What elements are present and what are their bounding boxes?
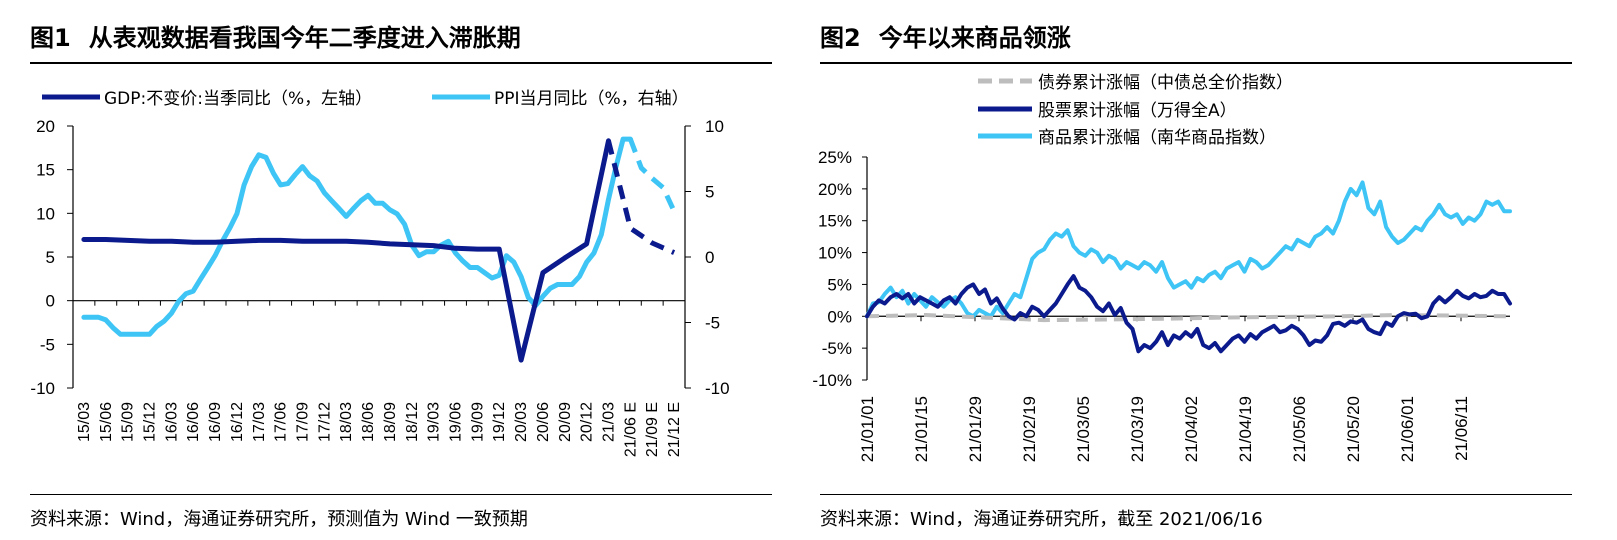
x-tick-label: 19/09	[469, 402, 486, 442]
figure-2-legend: 债券累计涨幅（中债总全价指数） 股票累计涨幅（万得全A） 商品累计涨幅（南华商品…	[978, 73, 1293, 148]
legend-label-bond: 债券累计涨幅（中债总全价指数）	[1038, 73, 1293, 93]
x-tick-label: 18/06	[360, 402, 377, 442]
x-tick-label: 21/01/29	[966, 396, 985, 462]
figure-1-title-text: 从表观数据看我国今年二季度进入滞胀期	[88, 24, 521, 52]
x-tick-label: 15/06	[98, 402, 115, 442]
x-tick-label: 19/06	[448, 402, 465, 442]
y-tick-label: 25%	[818, 148, 852, 167]
figure-1-title: 图1 从表观数据看我国今年二季度进入滞胀期	[30, 18, 521, 53]
x-tick-label: 21/02/19	[1020, 396, 1039, 462]
x-tick-label: 17/12	[316, 402, 333, 442]
x-tick-label: 17/06	[273, 402, 290, 442]
x-tick-label: 15/03	[76, 402, 93, 442]
x-tick-label: 17/03	[251, 402, 268, 442]
figure-1-legend: GDP:不变价:当季同比（%，左轴） PPI当月同比（%，右轴）	[42, 89, 689, 109]
y-tick-label: 15%	[818, 212, 852, 231]
right-tick-label: 0	[705, 248, 714, 267]
ppi-line	[81, 136, 633, 337]
x-tick-label: 15/09	[120, 402, 137, 442]
figure-1-source: 资料来源：Wind，海通证券研究所，预测值为 Wind 一致预期	[30, 509, 528, 530]
x-tick-label: 21/03	[601, 402, 618, 442]
left-tick-label: 0	[46, 292, 55, 311]
x-tick-label: 21/03/05	[1074, 396, 1093, 462]
left-tick-label: 20	[36, 117, 55, 136]
figure-1-top-rule	[30, 62, 772, 64]
x-tick-label: 20/06	[535, 402, 552, 442]
bond-line	[866, 313, 1511, 323]
right-tick-label: -10	[705, 379, 730, 398]
x-tick-label: 18/09	[382, 402, 399, 442]
x-tick-label: 21/03/19	[1128, 396, 1147, 462]
commodity-line	[865, 180, 1512, 319]
legend-label-gdp: GDP:不变价:当季同比（%，左轴）	[104, 89, 372, 109]
x-tick-label: 19/03	[426, 402, 443, 442]
left-tick-label: 10	[36, 204, 55, 223]
figure-2-panel: 图2 今年以来商品领涨 债券累计涨幅（中债总全价指数） 股票累计涨幅（万得全A） …	[812, 0, 1617, 540]
legend-label-ppi: PPI当月同比（%，右轴）	[494, 89, 689, 109]
x-tick-label: 16/09	[207, 402, 224, 442]
figure-2-number: 图2	[820, 24, 861, 52]
y-tick-label: -5%	[822, 339, 852, 358]
x-tick-label: 21/12 E	[666, 402, 683, 457]
x-tick-label: 21/05/20	[1344, 396, 1363, 462]
figure-1-chart: GDP:不变价:当季同比（%，左轴） PPI当月同比（%，右轴） -10 -5 0 5…	[30, 89, 730, 457]
x-tick-label: 18/03	[338, 402, 355, 442]
figure-1-bottom-rule	[30, 494, 772, 495]
y-tick-label: 5%	[827, 275, 852, 294]
x-tick-label: 21/04/19	[1236, 396, 1255, 462]
gdp-line	[81, 138, 611, 363]
y-tick-label: 0%	[827, 307, 852, 326]
x-tick-label: 21/06 E	[622, 402, 639, 457]
x-tick-label: 20/12	[579, 402, 596, 442]
x-tick-label: 16/12	[229, 402, 246, 442]
figure-2-title-text: 今年以来商品领涨	[878, 24, 1071, 52]
right-tick-label: -5	[705, 314, 720, 333]
x-tick-label: 21/05/06	[1290, 396, 1309, 462]
left-tick-label: -5	[40, 335, 55, 354]
ppi-forecast-line	[628, 138, 677, 213]
x-tick-label: 19/12	[491, 402, 508, 442]
figure-2-top-rule	[820, 62, 1572, 64]
figure-2-title: 图2 今年以来商品领涨	[820, 18, 1071, 53]
stock-line	[865, 274, 1512, 354]
figure-2-bottom-rule	[820, 494, 1572, 495]
x-tick-label: 15/12	[142, 402, 159, 442]
right-tick-label: 10	[705, 117, 724, 136]
right-tick-label: 5	[705, 183, 714, 202]
figure-2-source: 资料来源：Wind，海通证券研究所，截至 2021/06/16	[820, 509, 1263, 530]
y-tick-label: 20%	[818, 180, 852, 199]
y-tick-label: -10%	[812, 371, 852, 390]
legend-label-commodity: 商品累计涨幅（南华商品指数）	[1038, 128, 1276, 148]
y-tick-label: 10%	[818, 244, 852, 263]
x-tick-label: 21/06/01	[1398, 396, 1417, 462]
gdp-forecast-line	[606, 140, 676, 255]
x-tick-label: 21/01/01	[858, 396, 877, 462]
x-tick-label: 20/03	[513, 402, 530, 442]
left-tick-label: -10	[30, 379, 55, 398]
x-tick-label: 17/09	[295, 402, 312, 442]
x-tick-label: 16/03	[163, 402, 180, 442]
figure-2-chart: 债券累计涨幅（中债总全价指数） 股票累计涨幅（万得全A） 商品累计涨幅（南华商品…	[812, 73, 1512, 462]
legend-label-stock: 股票累计涨幅（万得全A）	[1038, 101, 1237, 121]
x-tick-label: 21/09 E	[644, 402, 661, 457]
x-tick-label: 21/04/02	[1182, 396, 1201, 462]
figure-1-number: 图1	[30, 24, 71, 52]
x-tick-label: 16/06	[185, 402, 202, 442]
x-tick-label: 20/09	[557, 402, 574, 442]
figure-1-panel: 图1 从表观数据看我国今年二季度进入滞胀期 GDP:不变价:当季同比（%，左轴） …	[0, 0, 800, 540]
left-tick-label: 5	[46, 248, 55, 267]
x-tick-label: 21/01/15	[912, 396, 931, 462]
x-tick-label: 21/06/11	[1452, 396, 1471, 461]
x-tick-label: 18/12	[404, 402, 421, 442]
left-tick-label: 15	[36, 161, 55, 180]
